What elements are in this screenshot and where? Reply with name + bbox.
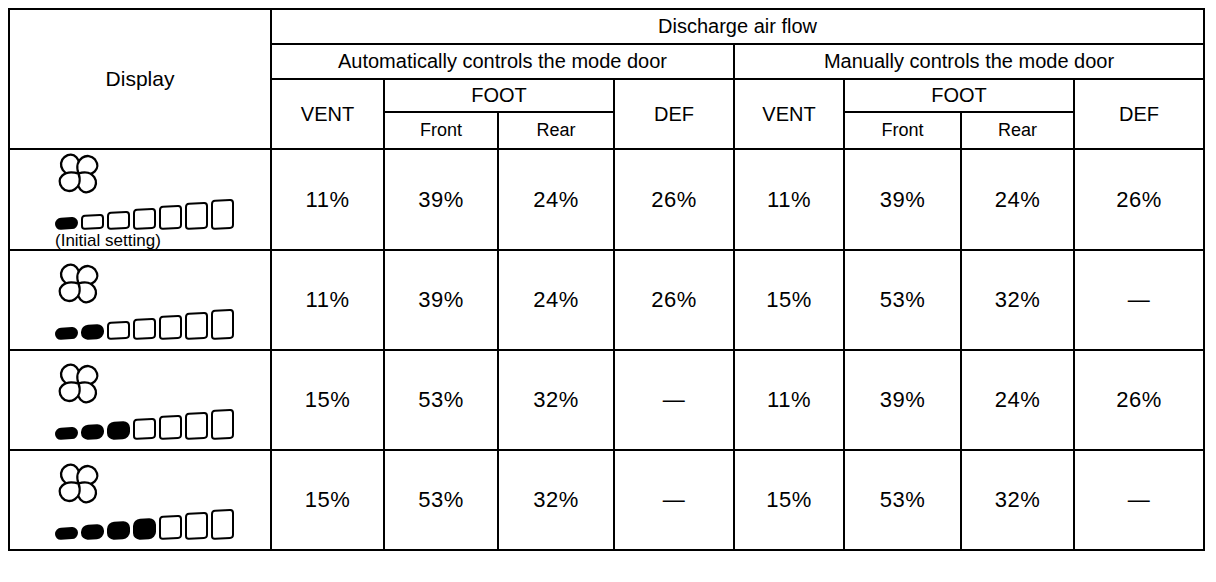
fan-bar-filled [55,327,78,340]
data-cell: 11% [734,350,844,450]
data-cell: 11% [734,149,844,250]
discharge-air-flow-table: Display Discharge air flow Automatically… [8,8,1205,551]
data-cell: 11% [271,250,384,350]
fan-bar-empty [185,202,208,230]
header-manual-def: DEF [1074,79,1204,149]
data-cell: 15% [734,450,844,550]
fan-bar-empty [185,312,208,340]
fan-icon [55,360,102,407]
table-row: 15% 53% 32% — 15% 53% 32% — [9,450,1204,550]
table-row: 11% 39% 24% 26% 15% 53% 32% — [9,250,1204,350]
fan-bar-empty [211,509,234,540]
table-row: (Initial setting) 11% 39% 24% 26% 11% 39… [9,149,1204,250]
data-cell: 15% [271,350,384,450]
fan-bar-empty [159,205,182,230]
data-cell: 32% [961,450,1074,550]
fan-speed-display-cell [9,350,271,450]
fan-icon [55,460,102,507]
header-auto-foot-rear: Rear [498,112,614,149]
group-header-automatic: Automatically controls the mode door [271,44,734,79]
data-cell: — [1074,450,1204,550]
fan-bar-empty [159,415,182,440]
page: Display Discharge air flow Automatically… [0,0,1216,551]
header-auto-def: DEF [614,79,734,149]
fan-bar-filled [81,324,104,340]
data-cell: 26% [614,250,734,350]
fan-icon [55,150,102,197]
fan-bar-filled [55,217,78,230]
data-cell: 15% [271,450,384,550]
fan-bar-empty [107,211,130,230]
table-row: 15% 53% 32% — 11% 39% 24% 26% [9,350,1204,450]
header-manual-vent: VENT [734,79,844,149]
data-cell: 32% [961,250,1074,350]
display-column-header: Display [9,9,271,149]
fan-speed-display-cell [9,450,271,550]
initial-setting-label: (Initial setting) [55,232,161,249]
fan-bar-empty [211,409,234,440]
fan-speed-bars [55,198,234,230]
data-cell: 53% [384,350,498,450]
header-auto-vent: VENT [271,79,384,149]
fan-bar-filled [107,521,130,540]
data-cell: 39% [844,149,961,250]
data-cell: 39% [384,250,498,350]
fan-icon [55,260,102,307]
data-cell: — [1074,250,1204,350]
fan-bar-filled [55,427,78,440]
fan-bar-filled [107,421,130,440]
header-manual-foot-rear: Rear [961,112,1074,149]
data-cell: — [614,450,734,550]
data-cell: 15% [734,250,844,350]
fan-bar-empty [133,318,156,340]
fan-bar-empty [159,315,182,340]
data-cell: 39% [844,350,961,450]
data-cell: 39% [384,149,498,250]
fan-bar-empty [133,418,156,440]
fan-bar-empty [211,309,234,340]
group-header-manual: Manually controls the mode door [734,44,1204,79]
fan-speed-display [10,260,270,340]
fan-speed-display [10,360,270,440]
fan-speed-bars [55,408,234,440]
fan-bar-filled [55,527,78,540]
data-cell: 24% [961,350,1074,450]
data-cell: 53% [844,450,961,550]
header-auto-foot: FOOT [384,79,614,112]
header-manual-foot-front: Front [844,112,961,149]
data-cell: 24% [961,149,1074,250]
data-cell: 26% [1074,350,1204,450]
fan-speed-bars [55,308,234,340]
fan-speed-display [10,460,270,540]
fan-bar-empty [81,214,104,230]
data-cell: 53% [844,250,961,350]
fan-bar-filled [81,424,104,440]
fan-speed-display-cell: (Initial setting) [9,149,271,250]
fan-speed-display: (Initial setting) [10,150,270,249]
fan-bar-filled [81,524,104,540]
fan-speed-display-cell [9,250,271,350]
data-cell: 11% [271,149,384,250]
fan-bar-empty [159,515,182,540]
data-cell: 53% [384,450,498,550]
data-cell: 24% [498,149,614,250]
header-auto-foot-front: Front [384,112,498,149]
fan-bar-empty [107,321,130,340]
fan-bar-filled [133,518,156,540]
data-cell: 26% [614,149,734,250]
fan-speed-bars [55,508,234,540]
fan-bar-empty [133,208,156,230]
fan-bar-empty [185,512,208,540]
table-title-cell: Discharge air flow [271,9,1204,44]
data-cell: 24% [498,250,614,350]
header-manual-foot: FOOT [844,79,1074,112]
data-cell: 32% [498,450,614,550]
data-cell: 32% [498,350,614,450]
data-cell: — [614,350,734,450]
fan-bar-empty [185,412,208,440]
data-cell: 26% [1074,149,1204,250]
fan-bar-empty [211,199,234,230]
